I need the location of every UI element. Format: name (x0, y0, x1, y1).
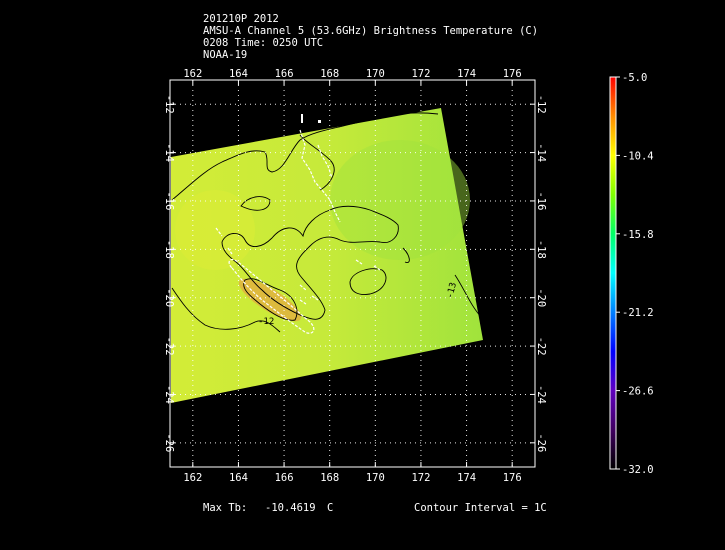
lat-tick-label: -26 (535, 433, 547, 452)
lat-tick-label: -24 (535, 385, 547, 404)
lat-tick-label: -22 (535, 337, 547, 356)
colorbar-label: -32.0 (622, 464, 654, 476)
coastline-small-island (215, 227, 233, 255)
colorbar-label: -21.2 (622, 307, 654, 319)
lon-tick-label: 176 (503, 68, 522, 80)
contour-line (240, 196, 271, 211)
contour-line (221, 205, 399, 320)
amsu-swath (171, 108, 483, 403)
lat-tick-label: -16 (163, 191, 175, 210)
contour-line (349, 268, 387, 295)
colorbar-label: -26.6 (622, 386, 654, 398)
contour-line (402, 247, 410, 263)
coastline-vanuatu (299, 129, 341, 223)
lat-labels-left: -12 -14 -16 -18 -20 -22 -24 -26 (163, 95, 175, 453)
lon-tick-label: 170 (366, 472, 385, 484)
coastline-loyalty-islands (299, 284, 319, 305)
lon-labels-bottom: 162 164 166 168 170 172 174 176 (183, 472, 521, 484)
lon-tick-label: 174 (457, 472, 476, 484)
lon-tick-label: 164 (229, 472, 248, 484)
graticule (170, 80, 535, 467)
contour-line (171, 287, 281, 333)
contour-line (171, 112, 439, 201)
lat-tick-label: -12 (535, 95, 547, 114)
lon-tick-label: 166 (275, 68, 294, 80)
lat-tick-label: -20 (163, 288, 175, 307)
header-line-3: 0208 Time: 0250 UTC (203, 37, 324, 49)
lat-tick-label: -14 (535, 143, 547, 162)
header-line-4: NOAA-19 (203, 49, 248, 61)
lon-tick-label: 174 (457, 68, 476, 80)
lon-tick-label: 166 (275, 472, 294, 484)
lat-tick-label: -18 (535, 240, 547, 259)
header-line-1: 201210P 2012 (203, 13, 279, 25)
lat-tick-label: -18 (163, 240, 175, 259)
colorbar-label: -15.8 (622, 229, 654, 241)
contour-line (454, 274, 483, 319)
colorbar-labels: -5.0 -10.4 -15.8 -21.2 -26.6 -32.0 (616, 72, 654, 476)
header-line-2: AMSU-A Channel 5 (53.6GHz) Brightness Te… (203, 25, 539, 37)
plot-frame (169, 79, 536, 468)
lat-tick-label: -12 (163, 95, 175, 114)
island-marker (318, 120, 321, 123)
contour-lines (171, 112, 483, 333)
colorbar (609, 76, 617, 470)
lat-tick-label: -26 (163, 433, 175, 452)
warm-core (238, 278, 302, 322)
lon-tick-label: 164 (229, 68, 248, 80)
max-tb-value: -10.4619 (265, 502, 316, 514)
lat-labels-right: -12 -14 -16 -18 -20 -22 -24 -26 (535, 95, 547, 453)
max-tb-label: Max Tb: (203, 502, 248, 514)
contour-value-label: -12 (258, 317, 274, 327)
lat-tick-label: -24 (163, 385, 175, 404)
cool-area-east (330, 140, 470, 260)
coastline-small-island (355, 259, 381, 271)
lat-tick-label: -16 (535, 191, 547, 210)
lon-tick-label: 162 (183, 472, 202, 484)
lon-tick-label: 168 (320, 68, 339, 80)
lon-tick-label: 170 (366, 68, 385, 80)
warm-area-west (175, 190, 255, 270)
lon-tick-label: 162 (183, 68, 202, 80)
coastline-new-caledonia (228, 258, 315, 334)
lat-tick-label: -20 (535, 288, 547, 307)
coastline-vanuatu (317, 144, 333, 179)
axis-ticks (170, 80, 535, 467)
lon-tick-label: 172 (411, 472, 430, 484)
lat-tick-label: -14 (163, 143, 175, 162)
swath-layer (171, 108, 483, 403)
lon-tick-label: 168 (320, 472, 339, 484)
contour-line (243, 278, 298, 321)
contour-interval: Contour Interval = 1C (414, 502, 547, 514)
lon-tick-label: 176 (503, 472, 522, 484)
lon-tick-label: 172 (411, 68, 430, 80)
contour-value-label: -13 (445, 281, 459, 299)
colorbar-label: -10.4 (622, 150, 654, 162)
max-tb-unit: C (327, 502, 334, 514)
lat-tick-label: -22 (163, 337, 175, 356)
colorbar-label: -5.0 (622, 72, 647, 84)
lon-labels-top: 162 164 166 168 170 172 174 176 (183, 68, 521, 80)
coastlines (215, 129, 381, 334)
island-marker (301, 114, 303, 123)
